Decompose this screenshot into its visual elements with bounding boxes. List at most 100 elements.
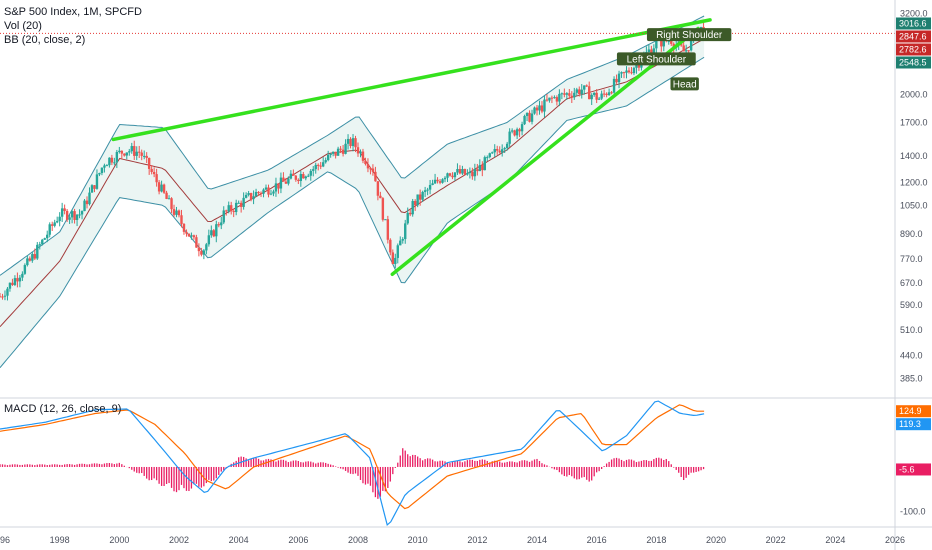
candle-body <box>230 205 233 212</box>
callout-head-label: Head <box>673 79 697 90</box>
candle-body <box>108 157 111 166</box>
candle-body <box>600 93 603 99</box>
candle-body <box>31 254 34 261</box>
candle-body <box>249 193 253 200</box>
candle-body <box>210 230 213 236</box>
candle-body <box>346 138 350 144</box>
candle-body <box>650 49 653 54</box>
candle-body <box>411 201 414 215</box>
time-tick-label: 2000 <box>109 535 129 545</box>
time-tick-label: 2024 <box>825 535 845 545</box>
candle-body <box>297 179 300 182</box>
candle-body <box>339 148 342 150</box>
candle-body <box>672 43 675 48</box>
macd-badge-2-label: 119.3 <box>899 419 921 429</box>
candle-body <box>483 157 486 171</box>
candle-body <box>239 202 243 207</box>
candle-body <box>423 190 427 192</box>
candle-body <box>85 200 89 205</box>
candle-body <box>560 93 564 95</box>
candle-body <box>8 282 12 289</box>
candle-body <box>78 214 81 216</box>
candle-body <box>612 78 616 93</box>
candle-body <box>26 258 29 266</box>
candle-body <box>334 151 337 156</box>
candle-body <box>359 151 362 154</box>
candle-body <box>528 112 531 122</box>
candle-body <box>200 251 203 255</box>
price-badge-3: 2782.6 <box>896 43 931 56</box>
candle-body <box>354 138 357 148</box>
candle-body <box>481 165 484 171</box>
macd-legend[interactable]: MACD (12, 26, close, 9) <box>4 403 122 415</box>
price-tick-label: 2000.0 <box>900 89 928 99</box>
candle-body <box>287 178 290 184</box>
candle-body <box>451 175 454 178</box>
candle-body <box>93 185 96 189</box>
time-tick-label: 1996 <box>0 535 10 545</box>
candle-body <box>326 154 330 161</box>
volume-legend[interactable]: Vol (20) <box>4 20 42 32</box>
candle-body <box>155 174 158 183</box>
candle-body <box>175 210 178 215</box>
macd-legend-box: MACD (12, 26, close, 9) <box>4 402 121 416</box>
candle-body <box>344 143 347 154</box>
candle-body <box>294 175 298 180</box>
candle-body <box>125 152 128 156</box>
candle-body <box>41 239 44 245</box>
candle-body <box>304 176 307 179</box>
candle-body <box>192 235 196 238</box>
candle-body <box>391 252 395 265</box>
callout-right-shoulder-box <box>646 28 732 42</box>
candle-body <box>73 211 76 220</box>
price-tick-label: 770.0 <box>900 254 923 264</box>
candle-body <box>33 254 37 259</box>
candle-body <box>75 214 79 220</box>
candle-body <box>476 169 479 172</box>
time-tick-label: 2004 <box>229 535 249 545</box>
macd-badge-3-label: -5.6 <box>899 464 915 474</box>
candle-body <box>607 92 611 96</box>
candle-body <box>413 201 417 206</box>
candle-body <box>157 182 161 192</box>
candle-body <box>456 168 459 173</box>
candle-body <box>202 250 206 255</box>
time-tick-label: 2014 <box>527 535 547 545</box>
candle-body <box>637 63 641 68</box>
bollinger-fill <box>0 16 705 368</box>
candle-body <box>461 169 464 174</box>
candle-body <box>80 211 84 215</box>
candle-body <box>366 164 370 169</box>
candle-body <box>689 37 693 51</box>
candle-body <box>364 160 367 165</box>
symbol-title[interactable]: S&P 500 Index, 1M, SPCFD <box>4 6 142 18</box>
candle-body <box>135 151 138 156</box>
candle-body <box>46 234 49 239</box>
price-badge-4-box <box>896 56 931 69</box>
candle-body <box>3 295 7 297</box>
price-tick-label: 385.0 <box>900 374 923 384</box>
candle-body <box>0 296 2 298</box>
candle-body <box>162 184 166 193</box>
price-tick-label: 890.0 <box>900 229 923 239</box>
candle-body <box>458 168 462 174</box>
candle-body <box>568 93 571 96</box>
price-badge-1: 3016.6 <box>896 17 931 30</box>
candle-body <box>441 179 444 183</box>
time-tick-label: 2018 <box>646 535 666 545</box>
candle-body <box>272 191 275 194</box>
candle-body <box>682 45 685 52</box>
price-tick-label: 670.0 <box>900 278 923 288</box>
candle-body <box>1 296 4 298</box>
price-tick-label: 1700.0 <box>900 117 928 127</box>
candle-body <box>535 107 539 111</box>
candle-body <box>215 224 218 237</box>
macd-signal-line <box>0 404 705 510</box>
candle-body <box>60 208 64 217</box>
candle-body <box>185 231 188 234</box>
bollinger-legend[interactable]: BB (20, close, 2) <box>4 34 86 46</box>
candle-body <box>48 224 51 235</box>
macd-badge-1-box <box>896 405 931 418</box>
candle-body <box>88 192 91 205</box>
